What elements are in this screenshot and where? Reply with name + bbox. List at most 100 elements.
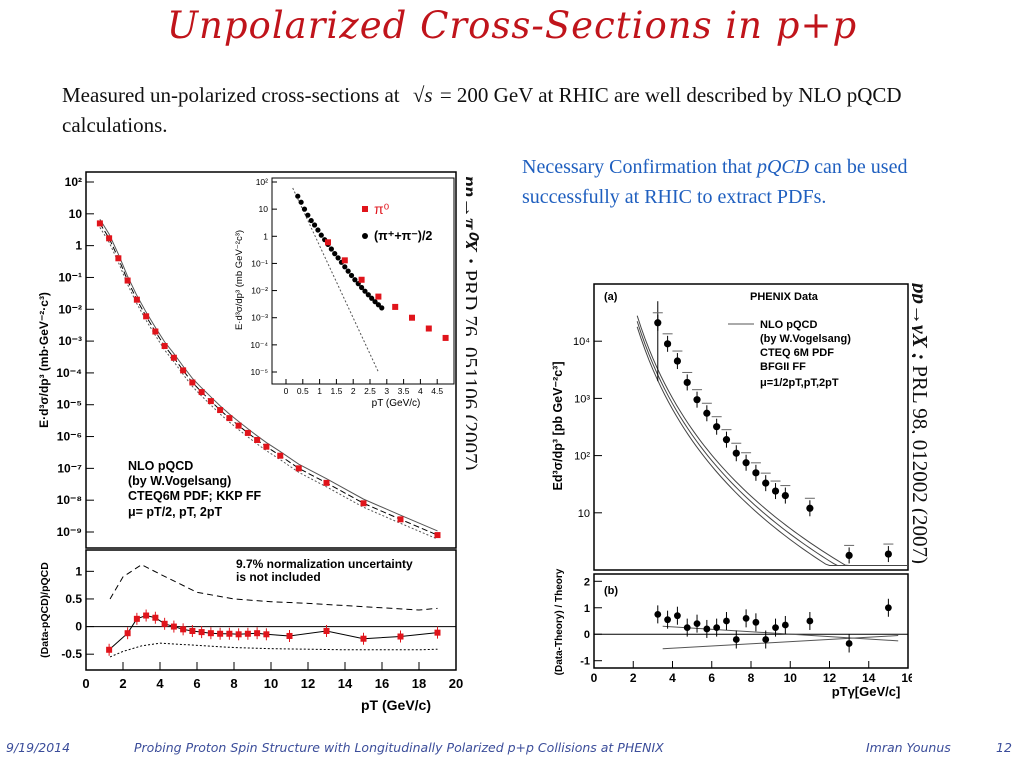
- photon-ratio-point: [781, 621, 789, 629]
- inset-pi0-point: [375, 293, 382, 300]
- y-tick-label: 10⁻²: [58, 302, 82, 316]
- pi0-point: [226, 415, 233, 422]
- ratio-point: [124, 630, 131, 637]
- photon-point: [771, 487, 780, 495]
- pi0-point: [323, 479, 330, 486]
- pi0-point: [254, 436, 261, 443]
- pi0-data-points: [96, 220, 441, 539]
- photon-legend-1: NLO pQCD: [760, 319, 817, 331]
- photon-ratio-point: [806, 617, 814, 625]
- pipm-point: [318, 232, 324, 238]
- inset-pi0-point: [358, 276, 365, 283]
- inset-pi0-point: [341, 257, 348, 264]
- inset-pi0-point: [392, 303, 399, 310]
- ratio-point: [198, 629, 205, 636]
- pipm-point: [301, 206, 308, 212]
- photon-point: [703, 409, 711, 417]
- photon-legend-3: CTEQ 6M PDF: [760, 347, 834, 359]
- nlo-legend: NLO pQCD (by W.Vogelsang) CTEQ6M PDF; KK…: [128, 459, 261, 519]
- ratio-point: [323, 627, 330, 634]
- x-tick-label: 4: [156, 676, 164, 691]
- sqrt-s-symbol: √s: [412, 83, 433, 107]
- y-tick-label: 10²: [65, 175, 82, 189]
- y-tick-label: 10⁻³: [58, 334, 82, 348]
- inset-x-tick-label: 2.5: [364, 386, 376, 396]
- pi0-point: [133, 296, 140, 303]
- legend-line-3: CTEQ6M PDF; KKP FF: [128, 489, 261, 503]
- footer-author: Imran Younus: [866, 740, 951, 755]
- pi0-point: [360, 500, 367, 507]
- pi0-point: [106, 235, 113, 242]
- photon-x-tick-label: 10: [784, 671, 798, 685]
- inset-pi0-point: [325, 239, 331, 246]
- inset-x-tick-label: 0.5: [297, 386, 309, 396]
- ratio-point: [286, 632, 293, 639]
- y-tick-label: 10⁻⁹: [57, 525, 82, 539]
- photon-ratio-y-label: (Data-Theory) / Theory: [554, 568, 565, 675]
- photon-figure: 10⁴ 10³ 10² 10 2 1 0 -1 0 2 4 6 8 10 12 14 16 Ed³σ/dp³…: [540, 276, 915, 700]
- pipm-point: [335, 255, 341, 261]
- intro-text: Measured un-polarized cross-sections at …: [62, 80, 962, 140]
- y-tick-label: 10⁻⁶: [57, 430, 82, 444]
- inset-x-tick-label: 1.5: [330, 386, 342, 396]
- inset-y-tick-label: 10⁻¹: [251, 258, 268, 268]
- photon-x-tick-label: 8: [748, 671, 755, 685]
- pi0-figure-svg: 10²10110⁻¹10⁻²10⁻³10⁻⁴10⁻⁵10⁻⁶10⁻⁷10⁻⁸10…: [37, 171, 463, 713]
- x-tick-label: 12: [301, 676, 315, 691]
- pi0-point: [217, 407, 224, 414]
- x-tick-label: 14: [338, 676, 353, 691]
- y-tick-label: 10⁻⁴: [56, 366, 82, 380]
- note-text: Necessary Confirmation that pQCD can be …: [522, 152, 972, 212]
- photon-ratio-point: [762, 636, 770, 643]
- pi0-point: [434, 532, 441, 539]
- photon-y-tick-label: 10³: [574, 393, 590, 405]
- legend-line-2: (by W.Vogelsang): [128, 474, 231, 488]
- inset-fit-line: [292, 187, 379, 373]
- photon-ratio-point: [752, 618, 760, 626]
- ratio-point: [254, 630, 261, 637]
- x-tick-label: 6: [193, 676, 200, 691]
- photon-point: [762, 479, 770, 487]
- norm-note-line-2: is not included: [236, 570, 321, 584]
- y-tick-label: 10⁻¹: [58, 270, 82, 284]
- pipm-point: [295, 193, 301, 199]
- photon-ratio-y-tick-label: 0: [584, 629, 590, 641]
- photon-x-label: pTγ[GeV/c]: [832, 684, 901, 699]
- pipm-point: [311, 222, 318, 228]
- ratio-point: [434, 629, 441, 636]
- photon-point: [722, 436, 731, 444]
- x-ticks: 0 2 4 6 8 10 12 14 16 18 20: [82, 662, 463, 691]
- y-tick-label: 10⁻⁸: [57, 493, 82, 507]
- photon-x-tick-label: 0: [591, 671, 598, 685]
- photon-x-tick-label: 4: [669, 671, 676, 685]
- ratio-y-tick-label: 0.5: [65, 592, 82, 606]
- pipm-point: [328, 246, 334, 252]
- photon-nlo-curve-2: [636, 326, 908, 566]
- photon-ratio-point: [683, 624, 691, 632]
- photon-point: [884, 550, 892, 558]
- pipm-point: [369, 295, 375, 301]
- pi0-point: [96, 220, 103, 227]
- slide-title: Unpolarized Cross-Sections in p+p: [166, 4, 858, 47]
- ratio-point: [244, 630, 251, 637]
- pi0-point: [295, 465, 302, 472]
- footer-date: 9/19/2014: [6, 740, 71, 755]
- intro-part2: = 200 GeV at RHIC are well described by …: [62, 83, 902, 137]
- note-emphasis: pQCD: [756, 156, 810, 178]
- pipm-point: [305, 212, 311, 218]
- inset-y-label: E·d³σ/dp³ (mb GeV⁻²c³): [234, 230, 245, 330]
- pi0-point: [152, 328, 159, 335]
- photon-ratio-point: [713, 624, 721, 632]
- inset-y-tick-label: 10²: [256, 177, 268, 187]
- pi0-point: [235, 422, 242, 429]
- photon-point: [683, 378, 691, 387]
- ratio-point: [207, 630, 214, 637]
- pipm-point: [315, 227, 321, 233]
- photon-y-label: Ed³σ/dp³ [pb GeV⁻²c³]: [551, 361, 565, 490]
- footer-page-number: 12: [996, 740, 1012, 755]
- pipm-point: [345, 268, 351, 274]
- photon-point: [806, 504, 814, 512]
- y-tick-label: 10⁻⁷: [57, 461, 82, 475]
- ratio-point: [170, 623, 177, 630]
